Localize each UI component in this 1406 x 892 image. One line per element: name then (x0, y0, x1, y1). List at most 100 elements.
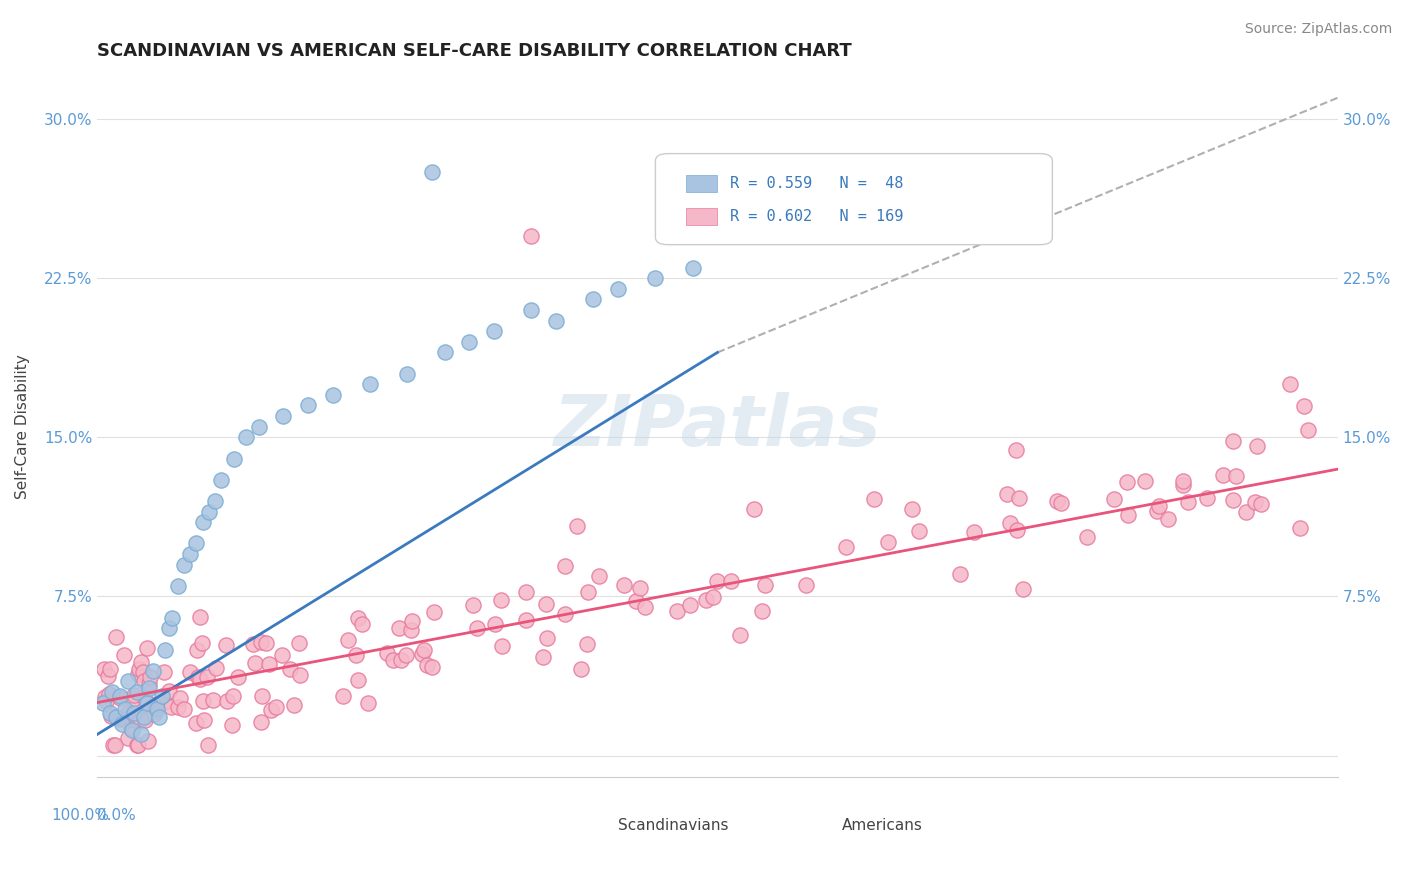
Point (173, 558, 195, 572)
Point (121, 707, 143, 722)
Point (138, 681, 160, 695)
Point (201, 693, 224, 707)
Point (482, 324, 505, 338)
Point (536, 631, 558, 645)
Point (569, 662, 592, 676)
Point (157, 621, 180, 635)
Point (411, 647, 433, 661)
Point (624, 594, 647, 608)
Point (108, 689, 131, 703)
Point (1225, 468, 1247, 483)
Point (389, 653, 412, 667)
Point (173, 702, 195, 716)
Point (742, 501, 765, 516)
Point (515, 584, 537, 599)
Point (112, 648, 135, 662)
Point (129, 727, 152, 741)
Text: ZIPatlas: ZIPatlas (554, 392, 882, 461)
Point (322, 388, 344, 402)
Point (179, 547, 201, 561)
Point (554, 607, 576, 622)
Text: Source: ZipAtlas.com: Source: ZipAtlas.com (1244, 22, 1392, 37)
Point (1118, 508, 1140, 523)
Point (191, 636, 214, 650)
FancyBboxPatch shape (799, 819, 823, 837)
Point (191, 694, 214, 708)
Point (214, 639, 236, 653)
Point (186, 642, 208, 657)
Point (375, 646, 398, 660)
Point (1157, 512, 1180, 526)
Point (347, 673, 370, 687)
Point (97, 687, 120, 701)
Point (1011, 582, 1033, 597)
Point (153, 665, 176, 680)
Point (104, 710, 127, 724)
Point (125, 738, 148, 752)
FancyBboxPatch shape (575, 819, 599, 837)
Point (720, 574, 742, 588)
Point (332, 689, 354, 703)
Point (150, 689, 173, 703)
Point (554, 558, 576, 573)
Point (129, 655, 152, 669)
Point (484, 616, 506, 631)
Text: Scandinavians: Scandinavians (619, 818, 728, 833)
Point (998, 516, 1021, 530)
Point (955, 228, 977, 243)
FancyBboxPatch shape (686, 175, 717, 192)
Point (702, 590, 724, 604)
Point (157, 683, 180, 698)
Point (145, 699, 167, 714)
Point (125, 685, 148, 699)
Point (121, 692, 143, 706)
Point (1234, 505, 1257, 519)
Point (127, 715, 149, 730)
Point (489, 593, 512, 607)
Point (399, 623, 422, 637)
Point (1244, 494, 1267, 508)
Point (863, 491, 886, 506)
Point (582, 293, 605, 307)
Point (695, 592, 717, 607)
Point (124, 706, 146, 721)
Point (197, 738, 219, 752)
Point (751, 604, 773, 618)
Point (138, 733, 160, 747)
Point (433, 345, 456, 359)
Point (94, 694, 117, 708)
Point (387, 621, 409, 635)
Point (465, 621, 488, 635)
Point (1102, 492, 1125, 507)
Point (204, 494, 226, 508)
Point (97, 669, 120, 683)
Point (520, 303, 543, 318)
Point (458, 334, 481, 349)
Point (110, 690, 132, 705)
Point (153, 695, 176, 709)
Point (160, 700, 183, 714)
Point (117, 674, 139, 689)
Point (412, 643, 434, 657)
Point (1008, 491, 1031, 505)
Point (359, 377, 381, 392)
Point (1222, 493, 1244, 508)
Point (191, 515, 214, 529)
Point (416, 658, 439, 673)
Point (111, 716, 134, 731)
Point (283, 698, 305, 713)
Point (187, 670, 209, 684)
Point (184, 715, 207, 730)
Point (132, 673, 155, 688)
Point (290, 668, 312, 682)
Point (1171, 478, 1194, 492)
Point (422, 605, 444, 619)
Point (352, 617, 374, 632)
Point (644, 271, 666, 285)
Point (682, 260, 704, 275)
Point (794, 578, 817, 592)
Point (138, 676, 160, 690)
Point (963, 524, 986, 539)
Point (226, 669, 249, 683)
Point (1171, 474, 1194, 488)
